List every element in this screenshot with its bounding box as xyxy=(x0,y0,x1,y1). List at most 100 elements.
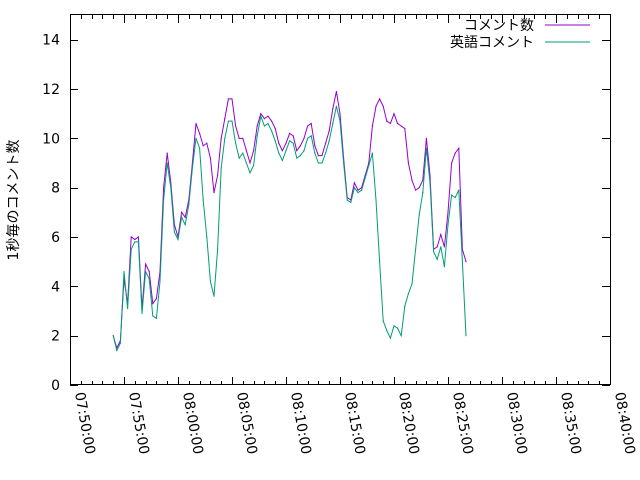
data-point xyxy=(170,187,172,189)
data-point xyxy=(285,142,287,144)
data-point xyxy=(465,261,467,263)
data-point xyxy=(317,155,319,157)
data-point xyxy=(224,137,226,139)
data-point xyxy=(458,189,460,191)
data-point xyxy=(461,261,463,263)
data-point xyxy=(397,327,399,329)
data-point xyxy=(382,320,384,322)
data-point xyxy=(433,251,435,253)
data-point xyxy=(299,155,301,157)
data-point xyxy=(209,280,211,282)
data-point xyxy=(436,246,438,248)
data-point xyxy=(422,192,424,194)
data-point xyxy=(418,214,420,216)
data-point xyxy=(440,233,442,236)
data-point xyxy=(325,142,327,144)
data-point xyxy=(127,307,129,310)
data-point xyxy=(289,132,291,134)
data-point xyxy=(130,248,132,250)
data-point xyxy=(217,248,219,250)
data-point xyxy=(227,120,229,122)
x-axis: 07:50:00 07:55:00 08:00:00 08:05:00 08:10:00… xyxy=(70,15,638,456)
data-point xyxy=(253,150,255,152)
data-point xyxy=(155,317,157,319)
data-point xyxy=(411,179,413,181)
data-point xyxy=(339,113,341,115)
data-point xyxy=(184,216,186,218)
data-point xyxy=(346,199,348,201)
data-point xyxy=(400,335,402,337)
data-point xyxy=(440,246,442,248)
series-line-1 xyxy=(112,91,467,350)
x-tick-label: 08:05:00 xyxy=(233,391,260,456)
data-point xyxy=(249,172,251,174)
data-point xyxy=(209,157,211,159)
data-point xyxy=(317,162,319,164)
data-point xyxy=(299,145,301,147)
data-point xyxy=(303,150,305,152)
data-point xyxy=(242,152,244,154)
data-point xyxy=(155,298,157,300)
data-point xyxy=(163,199,165,201)
data-point xyxy=(375,199,377,201)
data-point xyxy=(353,187,355,189)
data-point xyxy=(217,174,219,176)
data-point xyxy=(281,159,283,162)
data-point xyxy=(289,140,291,142)
data-point xyxy=(112,335,114,337)
data-point xyxy=(134,238,136,241)
data-point xyxy=(245,150,247,152)
data-point xyxy=(314,145,316,147)
data-point xyxy=(123,270,125,273)
data-point xyxy=(328,140,330,142)
data-point xyxy=(303,137,305,139)
y-axis-label: 1秒毎のコメント数 xyxy=(6,140,22,261)
data-point xyxy=(407,293,409,295)
data-point xyxy=(134,241,136,243)
data-point xyxy=(137,241,139,243)
y-tick-label: 10 xyxy=(42,131,60,147)
data-point xyxy=(235,142,237,144)
data-point xyxy=(267,115,269,117)
data-point xyxy=(425,147,427,149)
data-point xyxy=(415,248,417,250)
data-point xyxy=(206,142,208,144)
data-point xyxy=(328,130,330,132)
x-tick-label: 08:00:00 xyxy=(179,391,206,456)
data-point xyxy=(375,105,377,107)
data-point xyxy=(325,152,327,154)
data-point xyxy=(418,187,420,189)
data-point xyxy=(393,325,395,327)
plot-frame xyxy=(70,14,611,385)
data-point xyxy=(361,189,363,191)
data-point xyxy=(281,150,283,152)
data-point xyxy=(465,335,467,337)
data-point xyxy=(173,231,175,233)
plot-border xyxy=(70,14,611,385)
data-point xyxy=(141,312,143,315)
data-point xyxy=(231,120,233,122)
y-axis: 0 2 4 6 8 10 12 14 xyxy=(42,33,610,394)
data-point xyxy=(382,105,384,107)
data-point xyxy=(235,125,237,127)
data-point xyxy=(447,224,449,226)
data-point xyxy=(271,130,273,132)
data-point xyxy=(177,238,179,241)
x-tick-label: 07:50:00 xyxy=(71,391,98,456)
data-point xyxy=(357,189,359,191)
data-point xyxy=(166,162,168,164)
data-point xyxy=(152,303,154,305)
data-point xyxy=(152,315,154,317)
data-point xyxy=(242,137,244,139)
data-point xyxy=(253,164,255,167)
data-point xyxy=(314,152,316,154)
data-point xyxy=(274,127,276,130)
data-point xyxy=(166,152,168,154)
data-point xyxy=(271,120,273,122)
data-point xyxy=(321,155,323,157)
data-point xyxy=(245,162,247,164)
data-point xyxy=(451,194,453,196)
data-point xyxy=(163,187,165,189)
data-point xyxy=(181,216,183,218)
